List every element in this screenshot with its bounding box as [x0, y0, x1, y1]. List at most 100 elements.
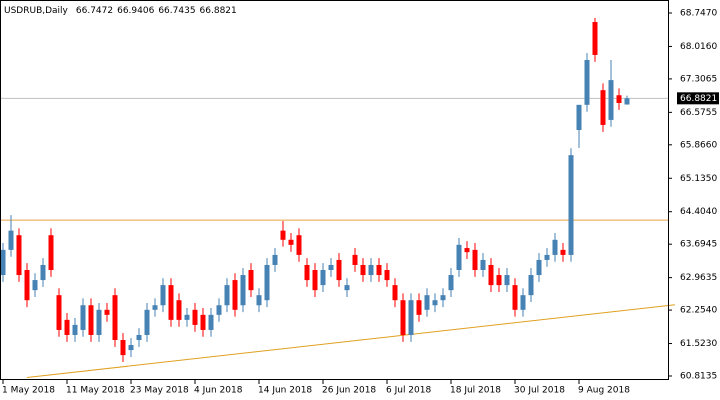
candle-body: [360, 264, 366, 276]
candle-body: [320, 270, 326, 286]
candle-body: [480, 259, 486, 271]
header-low: 66.7435: [158, 6, 195, 16]
candle-body: [304, 264, 310, 281]
y-tick-label: 65.1350: [680, 174, 717, 184]
candle-body: [336, 259, 342, 281]
plot-border: [0, 0, 669, 380]
candle-body: [0, 249, 6, 276]
candle-body: [536, 259, 542, 276]
candle-body: [312, 270, 318, 291]
candle-body: [192, 309, 198, 325]
candle-body: [392, 285, 398, 301]
candle-body: [560, 249, 566, 255]
candle-body: [368, 264, 374, 276]
candle-body: [216, 305, 222, 315]
candle-body: [136, 334, 142, 341]
candle-body: [424, 295, 430, 310]
y-tick-label: 68.7470: [680, 8, 717, 18]
trend-line: [26, 304, 676, 379]
candle-body: [152, 305, 158, 310]
x-tick-label: 11 May 2018: [66, 386, 125, 396]
candle-body: [600, 90, 606, 125]
candle-body: [40, 264, 46, 281]
plot-area: [0, 17, 676, 379]
candle-body: [496, 275, 502, 286]
candle-body: [88, 305, 94, 335]
candle-body: [296, 235, 302, 255]
candle-body: [144, 309, 150, 335]
candle-body: [224, 285, 230, 306]
candle-body: [400, 300, 406, 335]
candle-body: [448, 275, 454, 291]
candle-body: [464, 248, 470, 253]
y-tick-label: 65.8660: [680, 140, 717, 150]
candle-body: [120, 340, 126, 356]
candle-body: [248, 270, 254, 291]
candle-body: [624, 98, 630, 105]
candle-body: [456, 244, 462, 271]
candle-body: [552, 239, 558, 255]
header-open: 66.7472: [76, 6, 113, 16]
candle-body: [584, 59, 590, 105]
candle-body: [592, 22, 598, 55]
y-tick-label: 64.4040: [680, 207, 717, 217]
x-tick-label: 4 Jun 2018: [194, 386, 243, 396]
candle-body: [80, 305, 86, 330]
x-tick-label: 26 Jun 2018: [322, 386, 376, 396]
x-tick-label: 1 May 2018: [2, 386, 55, 396]
y-tick-label: 61.5230: [680, 339, 717, 349]
chart-title: USDRUB,Daily: [4, 6, 69, 16]
candle-body: [48, 235, 54, 271]
candle-body: [512, 285, 518, 310]
candle-body: [528, 275, 534, 296]
candle-body: [272, 254, 278, 265]
candle-body: [240, 275, 246, 306]
candle-body: [440, 295, 446, 301]
candle-body: [280, 230, 286, 240]
candle-body: [376, 264, 382, 276]
candle-body: [208, 314, 214, 330]
x-tick-label: 6 Jul 2018: [386, 386, 431, 396]
candle-body: [576, 104, 582, 130]
candle-body: [112, 295, 118, 341]
candle-body: [56, 295, 62, 330]
candle-body: [616, 95, 622, 103]
price-label: 66.8821: [680, 94, 717, 104]
candle-body: [520, 295, 526, 310]
candle-body: [416, 300, 422, 315]
candle-body: [168, 285, 174, 320]
candle-body: [344, 285, 350, 291]
x-tick-label: 30 Jul 2018: [514, 386, 565, 396]
y-tick-label: 62.2540: [680, 306, 717, 316]
candle-body: [608, 80, 614, 120]
candle-body: [24, 270, 30, 301]
candle-body: [488, 264, 494, 286]
x-tick-label: 18 Jul 2018: [450, 386, 501, 396]
header-close: 66.8821: [200, 6, 237, 16]
candle-body: [256, 295, 262, 306]
x-tick-label: 23 May 2018: [130, 386, 189, 396]
candle-body: [176, 300, 182, 320]
candle-body: [568, 155, 574, 255]
candle-body: [96, 309, 102, 335]
candle-body: [264, 264, 270, 301]
candle-body: [432, 300, 438, 306]
candle-body: [72, 324, 78, 335]
chart-header: USDRUB,Daily 66.7472 66.9406 66.7435 66.8821: [4, 6, 237, 16]
candle-body: [16, 235, 22, 276]
candle-body: [328, 264, 334, 271]
x-tick-label: 9 Aug 2018: [578, 386, 630, 396]
candle-body: [384, 270, 390, 281]
x-tick-label: 14 Jun 2018: [258, 386, 312, 396]
candle-body: [160, 285, 166, 306]
candle-body: [200, 314, 206, 330]
y-tick-label: 68.0160: [680, 42, 717, 52]
header-high: 66.9406: [117, 6, 154, 16]
candle-body: [472, 249, 478, 271]
candle-body: [104, 309, 110, 315]
candle-body: [288, 239, 294, 245]
candle-body: [64, 319, 70, 335]
